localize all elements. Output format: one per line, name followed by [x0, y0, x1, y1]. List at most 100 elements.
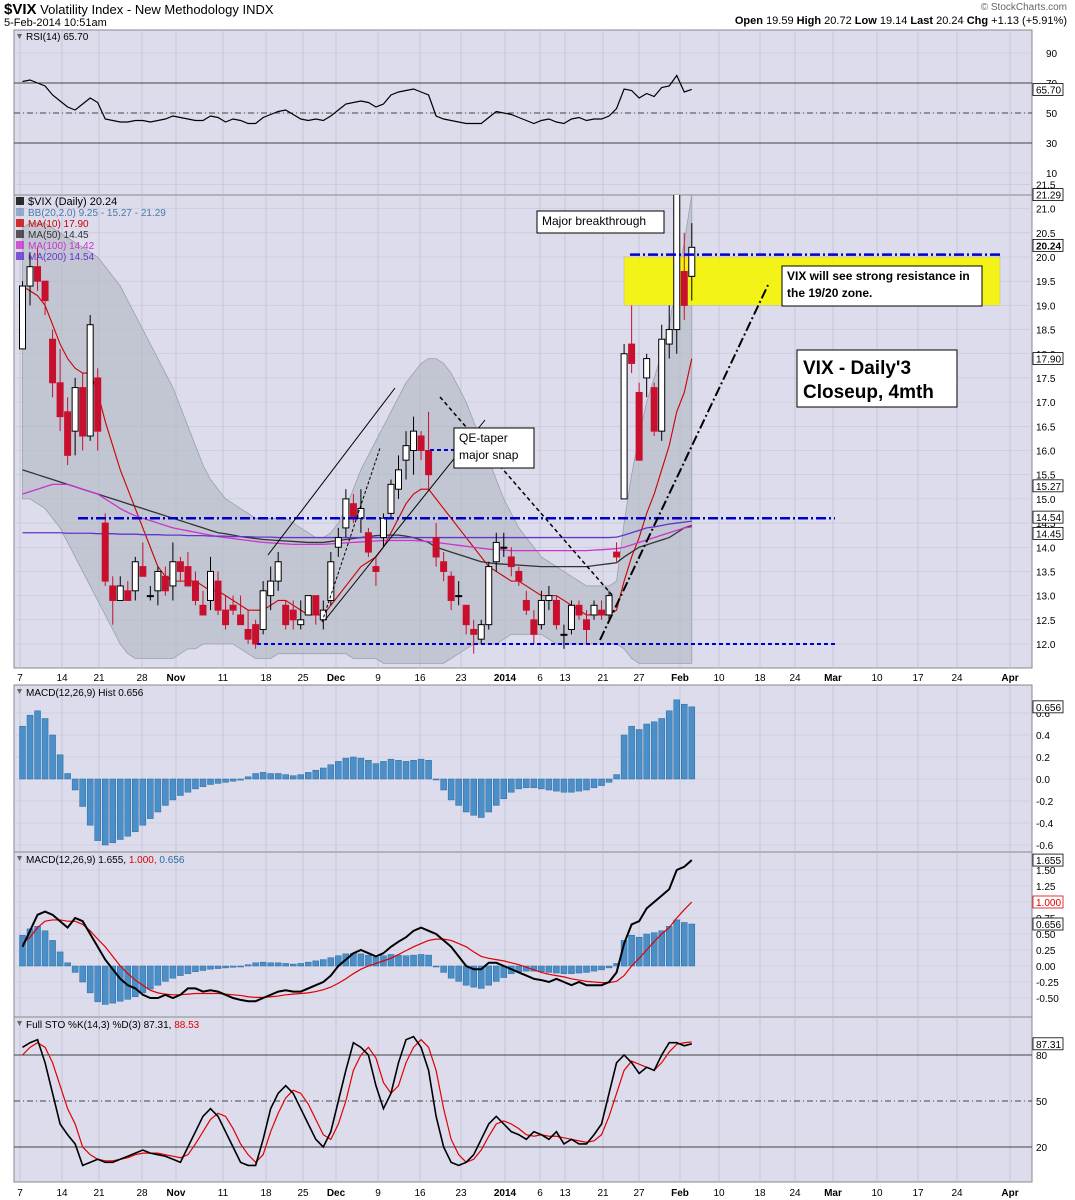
macd-hist-bar [681, 703, 688, 780]
x-tick-label: 21 [597, 1188, 609, 1199]
candle-body [176, 561, 184, 572]
macd-panel-hist-bar [64, 962, 71, 967]
candle-body [49, 338, 57, 384]
macd-panel-hist-bar [628, 935, 635, 967]
macd-hist-bar [357, 757, 365, 780]
macd-hist-bar [56, 754, 64, 780]
macd-panel-hist-bar [305, 961, 312, 967]
macd-hist-bar [477, 778, 485, 818]
x-tick-label: 21 [93, 673, 105, 684]
sto-legend-d: 88.53 [174, 1020, 199, 1031]
price-y-tick: 12.0 [1036, 640, 1056, 651]
candle-body [116, 585, 124, 601]
macd-panel-hist-bar [49, 940, 56, 967]
chg-label: Chg [966, 15, 989, 27]
macd-panel-hist-bar [477, 965, 485, 989]
legend-arrow-icon [17, 34, 22, 39]
macd-panel-hist-bar [650, 932, 658, 967]
mh-y-tick: 0.6 [1036, 709, 1050, 720]
macd-panel-hist-bar [267, 962, 274, 967]
macd-hist-bar [508, 778, 515, 793]
price-value-tag-text: 20.24 [1036, 241, 1061, 252]
x-tick-label: 7 [17, 1188, 23, 1199]
macd-panel-hist-bar [417, 954, 425, 967]
macd-hist-bar [71, 778, 79, 791]
candle-body [357, 508, 365, 519]
macd-hist-bar [515, 778, 523, 790]
price-value-tag-text: 14.54 [1036, 513, 1061, 524]
price-y-tick: 14.0 [1036, 543, 1056, 554]
macd-hist-bar [530, 778, 538, 789]
macd-hist-bar [297, 774, 304, 780]
x-tick-label: 2014 [494, 673, 517, 684]
x-tick-label: 27 [633, 1188, 645, 1199]
annotation-title-line: VIX - Daily'3 [803, 358, 911, 379]
candle-body [349, 503, 357, 519]
macd-panel-hist-bar [207, 965, 214, 970]
macd-hist-bar [214, 778, 222, 784]
macd-hist-bar [470, 778, 477, 816]
x-tick-label: Feb [671, 673, 689, 684]
candle-body [545, 595, 553, 601]
macd-y-tick: -0.50 [1036, 994, 1059, 1005]
macd-panel-hist-bar [229, 965, 237, 968]
legend-swatch [16, 197, 24, 205]
macd-hist-bar [335, 761, 342, 780]
macd-panel-hist-bar [327, 957, 335, 967]
macd-hist-bar [583, 778, 590, 791]
candle-body [665, 329, 673, 345]
macd-hist-bar [274, 773, 282, 780]
macd-panel-hist-bar [222, 965, 229, 969]
low-value: 19.14 [879, 15, 908, 27]
candle-body [199, 604, 207, 616]
candle-body [567, 604, 575, 630]
macd-hist-bar [19, 725, 26, 780]
candle-body [161, 575, 169, 592]
price-value-tag [1032, 188, 1064, 201]
macd-y-tick: 1.25 [1036, 882, 1056, 893]
macd-panel-hist-bar [410, 954, 417, 967]
macd-panel-hist-bar [244, 964, 252, 967]
macd-hist-bar [605, 778, 613, 783]
candle-body [688, 246, 696, 277]
macd-hist-bar [380, 761, 387, 780]
candle-body [507, 556, 515, 568]
candle-body [237, 614, 245, 626]
price-legend-item: MA(100) 14.42 [28, 241, 95, 252]
price-y-tick: 13.0 [1036, 592, 1056, 603]
candle-body [425, 450, 433, 476]
x-tick-label: 9 [375, 673, 381, 684]
macd-hist-bar [342, 757, 350, 780]
candle-body [364, 532, 372, 553]
x-tick-label: Mar [824, 673, 842, 684]
macd-hist-bar [635, 729, 643, 780]
annotation-resistance-box [781, 265, 983, 307]
macd-panel-hist-bar [583, 965, 590, 973]
candle-body [79, 387, 87, 437]
exchange-label: INDX [242, 2, 274, 17]
legend-swatch [16, 208, 24, 216]
macd-hist-bar [64, 773, 71, 780]
x-tick-label: 18 [754, 673, 766, 684]
candle-body [139, 566, 147, 577]
macd-hist-bar [440, 778, 447, 791]
rsi-value-tag [1032, 83, 1064, 96]
candle-body [34, 266, 42, 282]
legend-swatch [16, 252, 24, 260]
macd-hist-bar [568, 778, 575, 793]
macd-panel-hist-bar [274, 962, 282, 967]
macd-hist-bar [207, 778, 214, 785]
price-legend-item: MA(50) 14.45 [28, 230, 89, 241]
candle-body [598, 609, 606, 616]
macd-hist-bar [34, 710, 41, 780]
macd-panel-hist-bar [147, 965, 154, 990]
macd-panel-hist-bar [109, 965, 116, 1004]
x-tick-label: 16 [414, 1188, 426, 1199]
macd-hist-bar [590, 778, 598, 789]
ohlc-readout: Open 19.59 High 20.72 Low 19.14 Last 20.… [735, 15, 1067, 27]
macd-hist-bar [147, 778, 154, 819]
sto-value-tag [1032, 1037, 1064, 1051]
macd-panel-hist-bar [320, 959, 327, 967]
date-axis-strip-bottom [0, 1183, 1075, 1200]
annotation-qe-taper-text: QE-taper [459, 431, 508, 445]
